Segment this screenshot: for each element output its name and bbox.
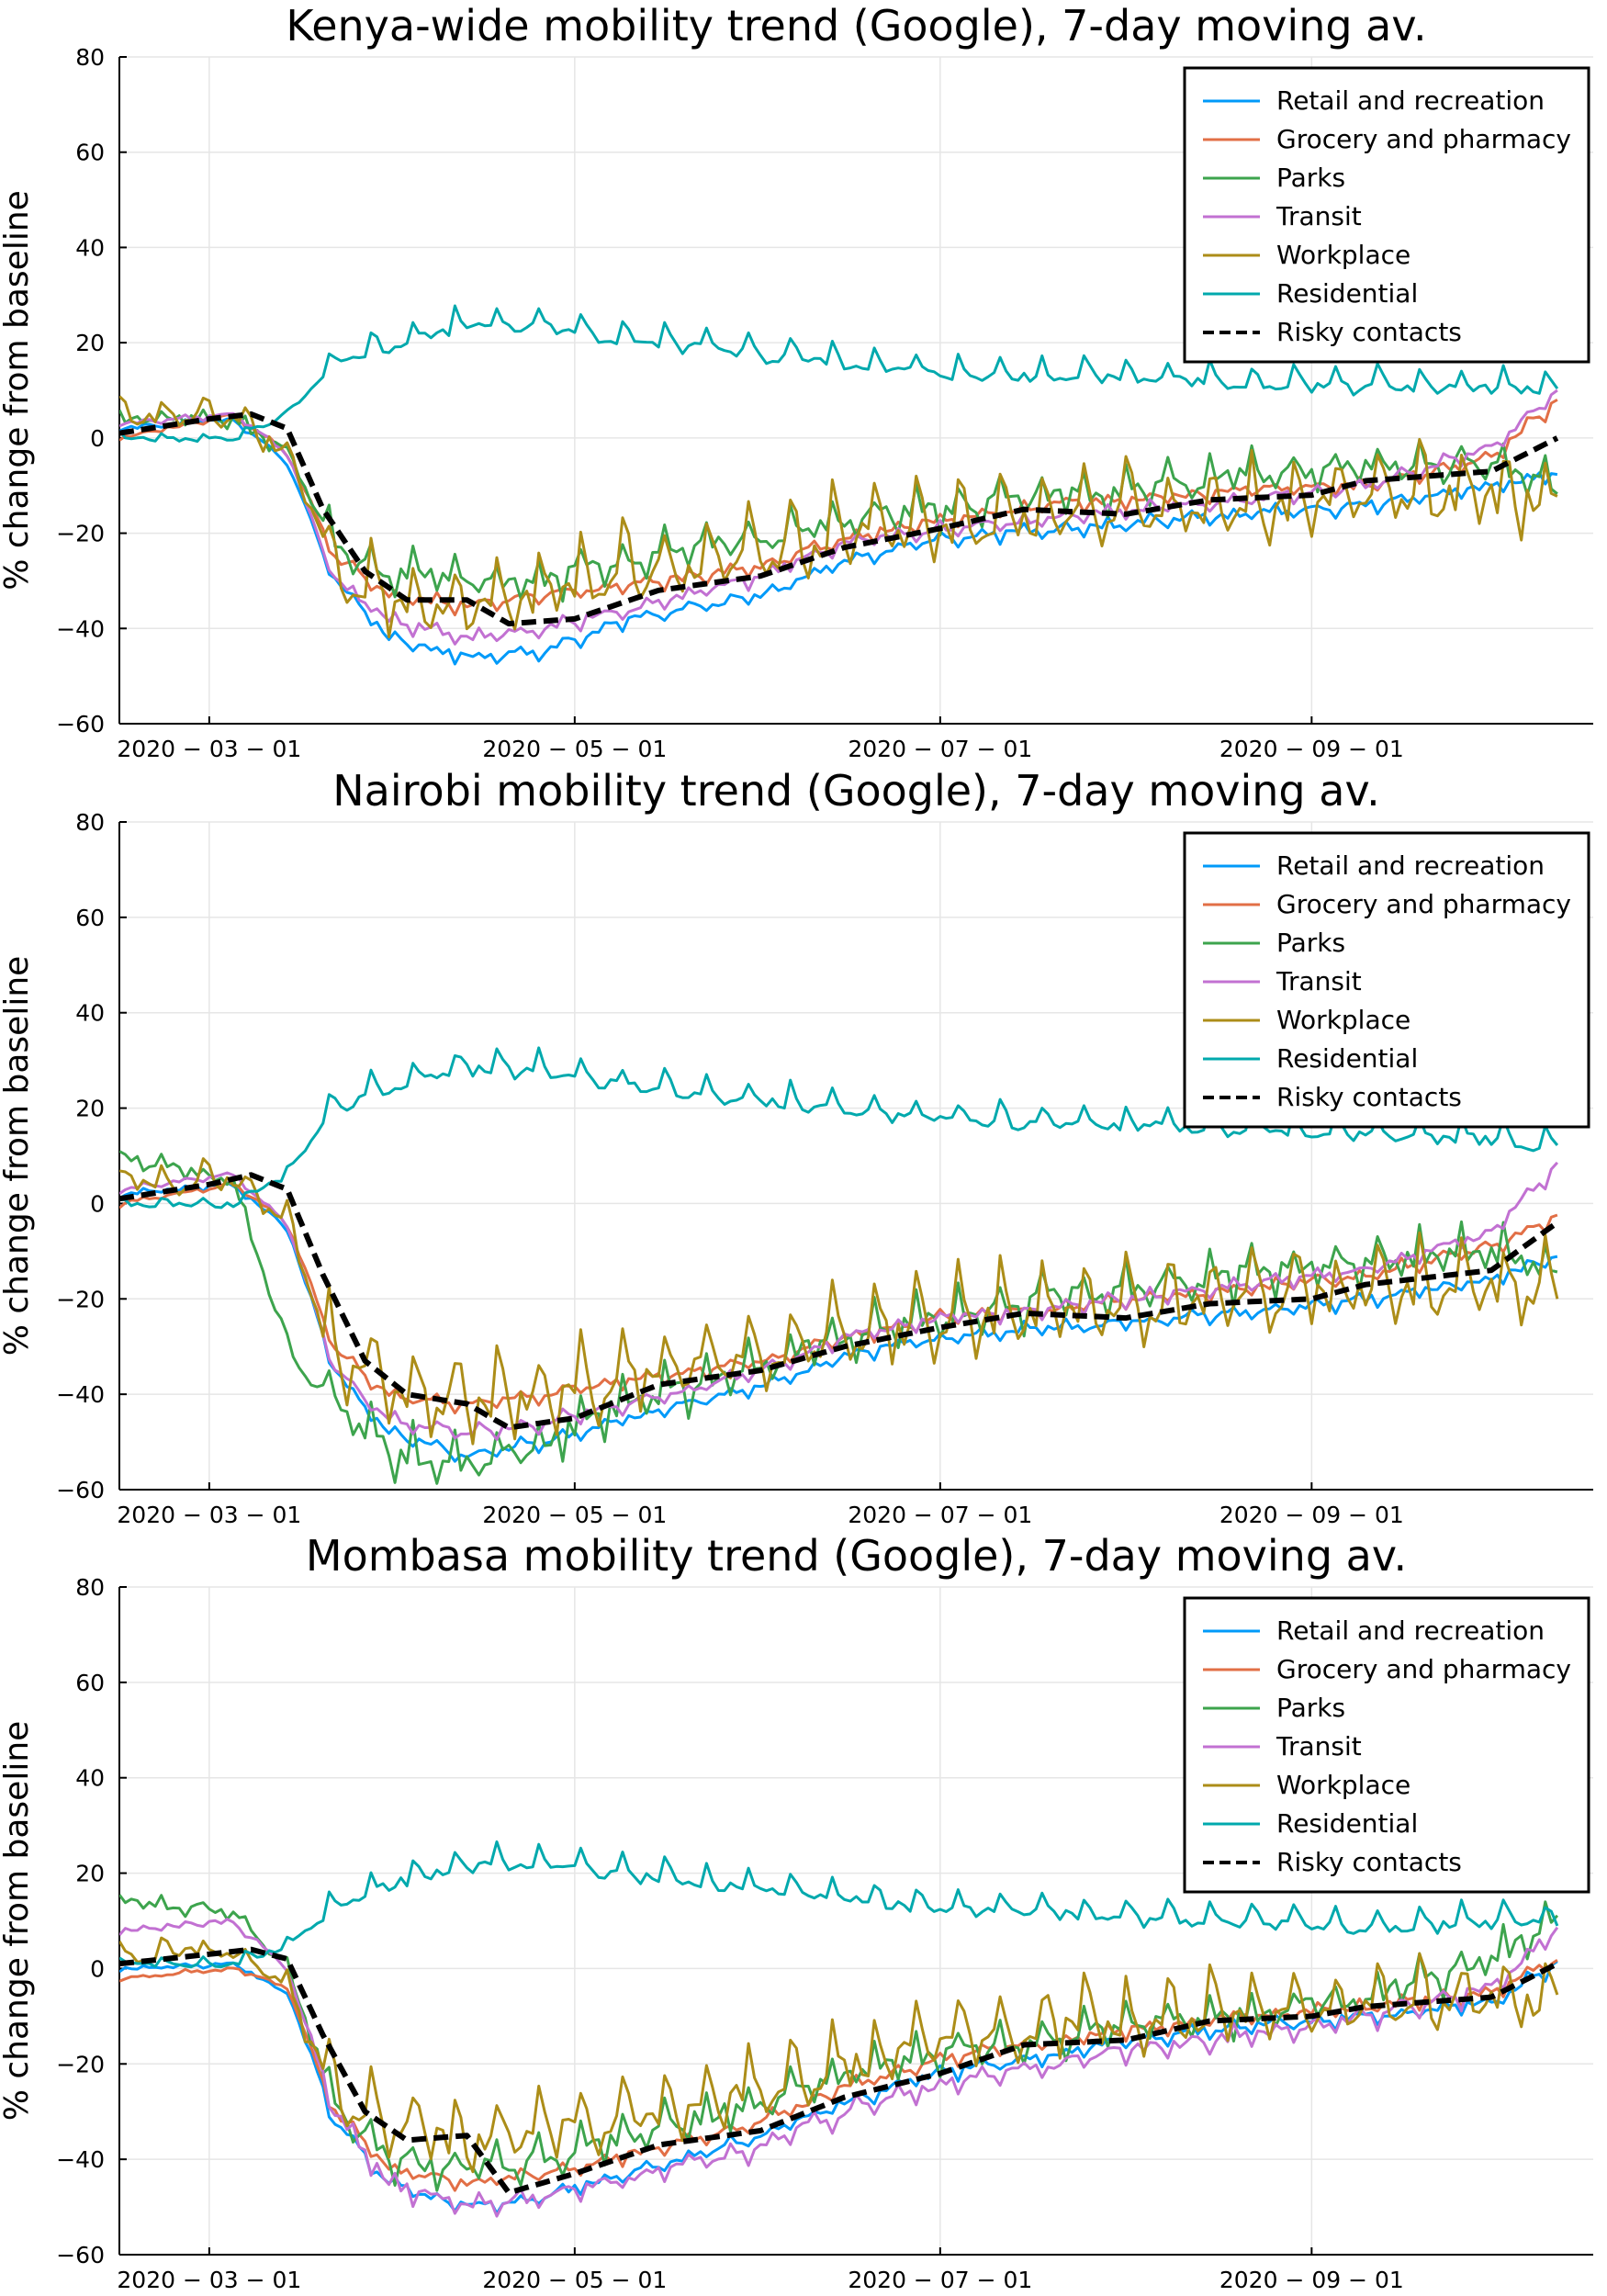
legend-label: Grocery and pharmacy: [1276, 1654, 1571, 1684]
legend-label: Grocery and pharmacy: [1276, 889, 1571, 919]
series-line-risky-contacts: [119, 1946, 1559, 2196]
y-tick-label: 80: [75, 1574, 105, 1601]
y-tick-label: −20: [56, 1286, 105, 1312]
y-axis-label: % change from baseline: [0, 956, 36, 1356]
y-tick-label: 0: [90, 1190, 105, 1217]
legend-box: [1183, 66, 1590, 364]
legend-label: Residential: [1276, 278, 1418, 309]
series-line-grocery-and-pharmacy: [119, 398, 1558, 617]
series-group: [119, 1840, 1559, 2218]
x-tick-label: 2020 − 05 − 01: [482, 2267, 667, 2293]
series-group: [119, 1046, 1559, 1485]
y-tick-label: 20: [75, 330, 105, 356]
x-tick-label: 2020 − 03 − 01: [117, 736, 301, 762]
legend-box: [1183, 1596, 1590, 1894]
series-line-parks: [119, 408, 1558, 603]
legend: Retail and recreation Grocery and pharmac…: [1183, 831, 1590, 1129]
legend-label: Transit: [1275, 1731, 1362, 1761]
y-tick-label: 60: [75, 140, 105, 166]
legend-label: Risky contacts: [1276, 317, 1462, 347]
x-tick-label: 2020 − 07 − 01: [848, 1502, 1032, 1528]
legend-label: Residential: [1276, 1808, 1418, 1839]
legend-label: Grocery and pharmacy: [1276, 124, 1571, 154]
series-line-residential: [119, 1046, 1559, 1210]
legend-label: Retail and recreation: [1276, 85, 1545, 116]
series-line-transit: [119, 1161, 1559, 1441]
y-tick-label: 20: [75, 1861, 105, 1887]
series-line-retail-and-recreation: [119, 1181, 1558, 1463]
y-tick-label: 80: [75, 809, 105, 836]
chart-title: Mombasa mobility trend (Google), 7-day m…: [306, 1531, 1407, 1581]
y-tick-label: 0: [90, 1955, 105, 1982]
series-line-transit: [119, 388, 1558, 646]
series-line-workplace: [119, 1157, 1559, 1446]
y-tick-label: −40: [56, 615, 105, 642]
legend-label: Transit: [1275, 201, 1362, 231]
x-tick-label: 2020 − 03 − 01: [117, 1502, 301, 1528]
legend-label: Transit: [1275, 966, 1362, 996]
legend: Retail and recreation Grocery and pharmac…: [1183, 66, 1590, 364]
series-line-workplace: [119, 1936, 1559, 2174]
legend-label: Parks: [1276, 1693, 1345, 1723]
legend-label: Risky contacts: [1276, 1847, 1462, 1877]
legend-label: Parks: [1276, 163, 1345, 193]
y-tick-label: 0: [90, 425, 105, 452]
legend-box: [1183, 831, 1590, 1129]
y-axis-label: % change from baseline: [0, 1721, 36, 2122]
y-tick-label: 40: [75, 1765, 105, 1792]
y-tick-label: 20: [75, 1096, 105, 1122]
y-axis-label: % change from baseline: [0, 190, 36, 591]
series-line-workplace: [119, 395, 1558, 638]
series-line-parks: [119, 1894, 1559, 2192]
y-tick-label: 80: [75, 44, 105, 71]
legend: Retail and recreation Grocery and pharmac…: [1183, 1596, 1590, 1894]
y-tick-label: −60: [56, 711, 105, 737]
x-tick-label: 2020 − 07 − 01: [848, 736, 1032, 762]
series-line-residential: [119, 304, 1559, 444]
chart-title: Nairobi mobility trend (Google), 7-day m…: [332, 766, 1379, 816]
x-tick-label: 2020 − 05 − 01: [482, 736, 667, 762]
x-tick-label: 2020 − 09 − 01: [1219, 736, 1404, 762]
legend-label: Parks: [1276, 928, 1345, 958]
legend-label: Workplace: [1276, 1770, 1410, 1800]
y-tick-label: −20: [56, 2051, 105, 2077]
y-tick-label: 60: [75, 1670, 105, 1696]
y-tick-label: 60: [75, 905, 105, 931]
y-tick-label: 40: [75, 1000, 105, 1027]
x-tick-label: 2020 − 07 − 01: [848, 2267, 1032, 2293]
y-tick-label: −40: [56, 1381, 105, 1408]
y-tick-label: −20: [56, 521, 105, 547]
y-tick-label: −60: [56, 1477, 105, 1503]
chart-panel-3: −60 −40 −20 0 20 40 60 80 2020 − 03 − 01 2020 − 0…: [0, 1531, 1593, 2293]
legend-label: Workplace: [1276, 1005, 1410, 1035]
legend-label: Retail and recreation: [1276, 850, 1545, 881]
x-tick-label: 2020 − 05 − 01: [482, 1502, 667, 1528]
x-tick-label: 2020 − 09 − 01: [1219, 1502, 1404, 1528]
chart-panel-1: −60 −40 −20 0 20 40 60 80 2020 − 03 − 01 2020 − 0…: [0, 1, 1593, 762]
legend-label: Risky contacts: [1276, 1082, 1462, 1112]
series-line-risky-contacts: [119, 1172, 1559, 1431]
legend-label: Residential: [1276, 1043, 1418, 1074]
legend-label: Retail and recreation: [1276, 1615, 1545, 1646]
y-tick-label: 40: [75, 234, 105, 261]
x-tick-label: 2020 − 03 − 01: [117, 2267, 301, 2293]
legend-label: Workplace: [1276, 240, 1410, 270]
series-line-residential: [119, 1840, 1559, 1969]
chart-title: Kenya-wide mobility trend (Google), 7-da…: [286, 1, 1426, 51]
y-tick-label: −60: [56, 2242, 105, 2268]
y-tick-label: −40: [56, 2146, 105, 2173]
series-group: [119, 304, 1559, 666]
x-tick-label: 2020 − 09 − 01: [1219, 2267, 1404, 2293]
chart-panel-2: −60 −40 −20 0 20 40 60 80 2020 − 03 − 01 2020 − 0…: [0, 766, 1593, 1528]
